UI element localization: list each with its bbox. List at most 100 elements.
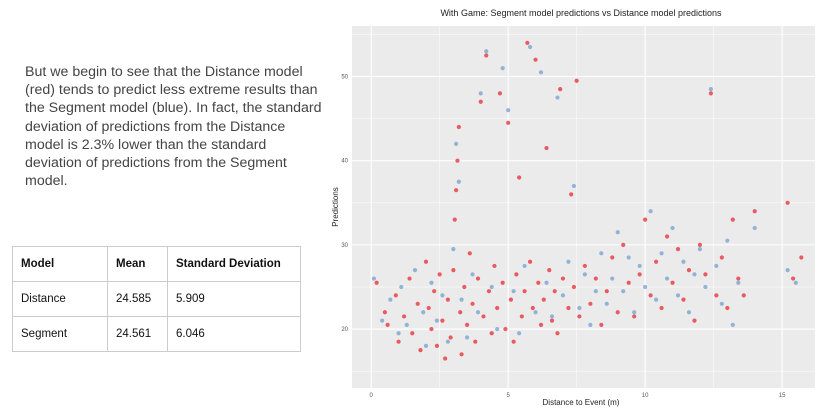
data-point xyxy=(714,263,719,269)
data-point xyxy=(475,276,481,281)
data-point xyxy=(741,293,746,298)
data-point xyxy=(708,91,713,96)
x-tick-label: 10 xyxy=(642,393,649,399)
data-point xyxy=(492,263,497,269)
data-point xyxy=(497,91,503,96)
data-point xyxy=(555,331,560,336)
data-point xyxy=(440,318,445,323)
y-tick-label: 50 xyxy=(341,75,348,81)
data-point xyxy=(533,310,538,315)
data-point xyxy=(604,289,609,294)
data-point xyxy=(527,259,533,264)
data-point xyxy=(451,268,456,273)
data-point xyxy=(544,280,549,285)
data-point xyxy=(664,234,670,239)
table-cell: 5.909 xyxy=(167,281,301,317)
data-point xyxy=(670,225,675,231)
data-point xyxy=(514,272,519,277)
data-point xyxy=(790,276,796,281)
data-point xyxy=(536,280,541,285)
data-point xyxy=(566,305,571,311)
data-point xyxy=(643,217,648,222)
data-point xyxy=(719,255,724,260)
data-point xyxy=(593,276,598,281)
data-point xyxy=(599,322,604,327)
data-point xyxy=(697,246,703,252)
data-point xyxy=(675,293,681,298)
data-point xyxy=(538,70,544,75)
data-point xyxy=(549,314,555,319)
data-point xyxy=(429,280,434,285)
data-point xyxy=(478,99,483,104)
data-point xyxy=(725,305,730,311)
data-point xyxy=(643,284,648,290)
data-point xyxy=(456,124,461,130)
data-point xyxy=(443,356,448,361)
data-point xyxy=(410,331,415,336)
data-point xyxy=(407,276,412,281)
data-point xyxy=(654,297,659,302)
data-point xyxy=(610,255,615,260)
data-point xyxy=(577,314,582,319)
data-point xyxy=(719,301,724,306)
data-point xyxy=(793,280,798,285)
data-point xyxy=(506,108,511,113)
table-header-cell: Standard Deviation xyxy=(167,246,301,282)
data-point xyxy=(517,331,522,336)
data-point xyxy=(522,263,527,269)
data-point xyxy=(458,310,463,315)
data-point xyxy=(725,238,730,243)
data-point xyxy=(799,255,804,260)
data-point xyxy=(481,314,486,319)
data-point xyxy=(495,326,500,332)
data-point xyxy=(637,272,642,277)
data-point xyxy=(456,179,461,184)
scatter-chart: With Game: Segment model predictions vs … xyxy=(325,0,823,411)
data-point xyxy=(632,314,637,319)
data-point xyxy=(588,301,593,306)
data-point xyxy=(385,322,390,327)
data-point xyxy=(500,65,505,71)
data-point xyxy=(530,305,535,311)
data-point xyxy=(686,310,692,315)
data-point xyxy=(566,259,571,264)
data-point xyxy=(459,352,464,357)
data-point xyxy=(511,339,516,344)
data-point xyxy=(473,339,478,344)
table-cell: 6.046 xyxy=(167,316,301,352)
data-point xyxy=(648,209,653,214)
x-tick-label: 5 xyxy=(506,393,510,399)
data-point xyxy=(506,120,511,125)
data-point xyxy=(517,175,522,180)
data-point xyxy=(454,141,459,146)
data-point xyxy=(434,318,440,323)
data-point xyxy=(547,268,552,273)
data-point xyxy=(382,310,387,315)
data-point xyxy=(396,331,401,336)
data-point xyxy=(686,268,692,273)
data-point xyxy=(423,343,429,349)
data-point xyxy=(752,225,757,231)
y-tick-label: 40 xyxy=(341,159,348,165)
data-point xyxy=(610,276,615,281)
data-point xyxy=(626,280,631,285)
table-cell: Distance xyxy=(12,281,108,317)
data-point xyxy=(500,280,505,285)
data-point xyxy=(582,263,587,269)
data-point xyxy=(648,293,653,298)
data-point xyxy=(459,297,464,302)
data-point xyxy=(736,280,741,285)
table-header-cell: Model xyxy=(12,246,108,282)
data-point xyxy=(467,251,472,256)
data-point xyxy=(388,297,393,302)
data-point xyxy=(703,272,708,277)
table-row: Distance 24.585 5.909 xyxy=(12,281,301,317)
data-point xyxy=(569,192,574,197)
data-point xyxy=(593,289,598,294)
stats-table: Model Mean Standard Deviation Distance 2… xyxy=(12,246,301,352)
data-point xyxy=(445,339,450,344)
data-point xyxy=(380,318,385,323)
data-point xyxy=(670,280,675,285)
data-point xyxy=(421,310,426,315)
